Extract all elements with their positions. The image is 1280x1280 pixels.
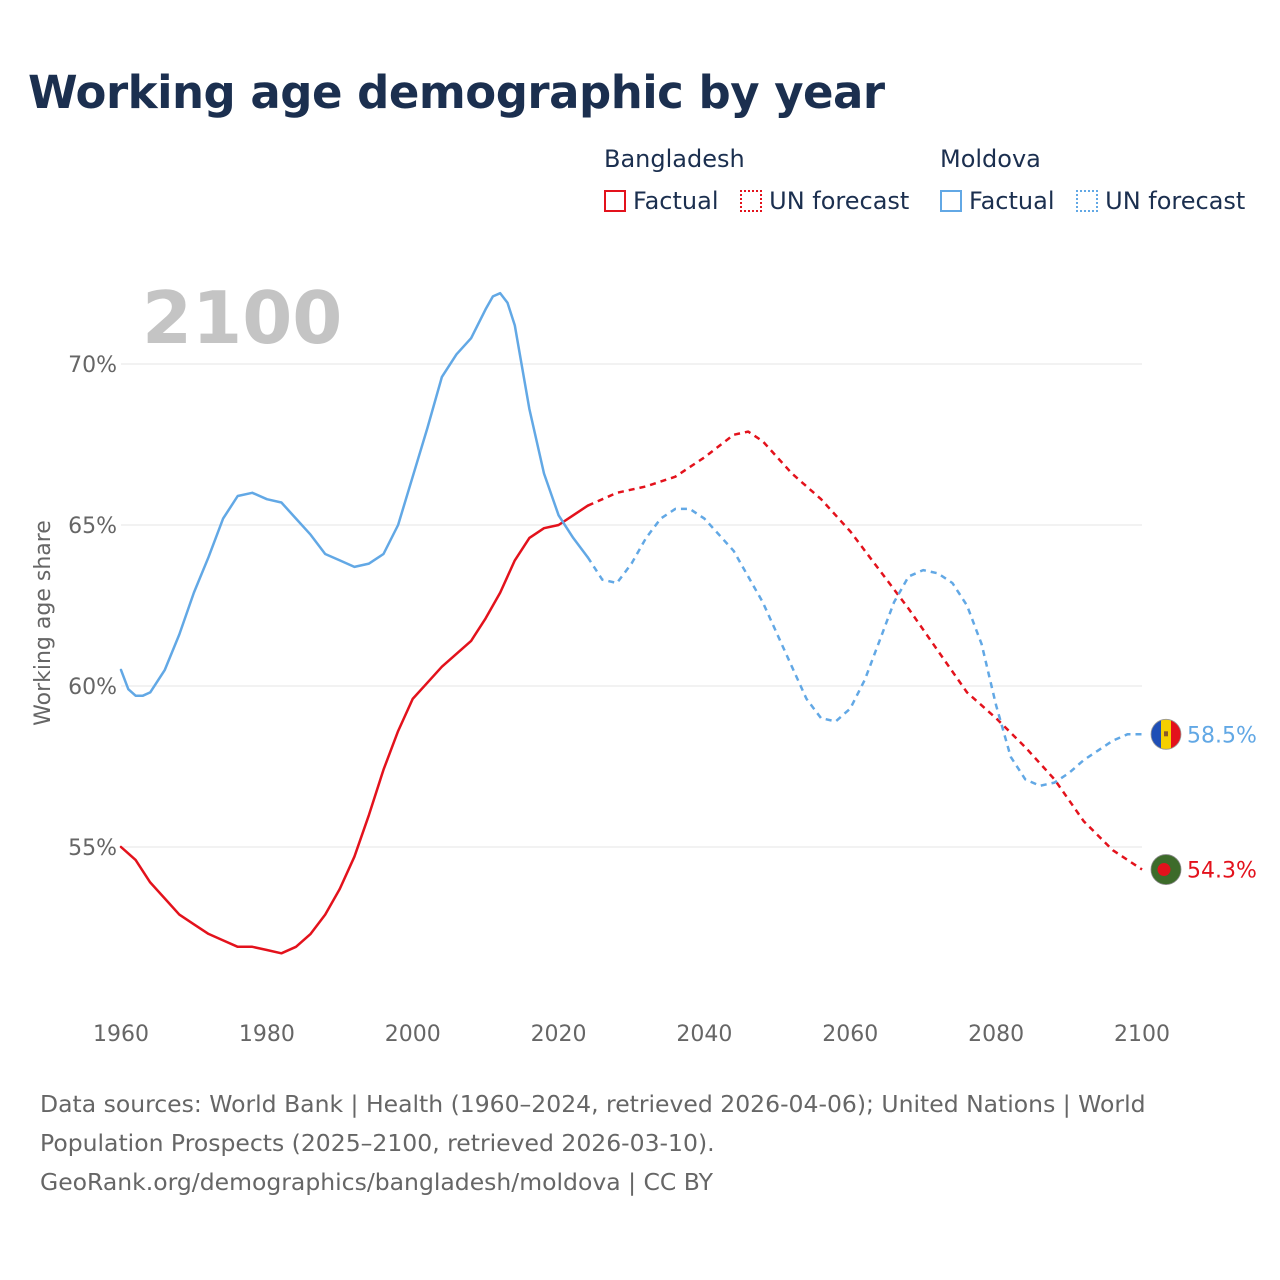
series-line-bangladesh-factual[interactable] [119, 504, 589, 955]
y-axis-title: Working age share [31, 520, 56, 726]
x-axis-ticks: 1960 1980 2000 2020 2040 2060 2080 2100 [93, 1022, 1170, 1047]
end-markers: 54.3% 58.5% [1150, 718, 1257, 885]
legend-label: UN forecast [769, 187, 910, 215]
moldova-flag-icon [1150, 718, 1182, 750]
x-tick-label: 2040 [676, 1022, 732, 1047]
legend-group-moldova: Moldova Factual UN forecast [940, 145, 1259, 218]
x-tick-label: 2000 [385, 1022, 441, 1047]
grid-layer [121, 363, 1142, 848]
legend-swatch-dotted [1076, 190, 1099, 212]
legend-group-bangladesh: Bangladesh Factual UN forecast [604, 145, 923, 218]
legend-label: Factual [633, 187, 719, 215]
x-tick-label: 2020 [531, 1022, 587, 1047]
y-tick-label: 65% [68, 514, 117, 539]
y-axis-ticks: 55% 60% 65% 70% [68, 353, 117, 861]
chart-title: Working age demographic by year [28, 66, 885, 119]
legend-swatch-dotted [740, 190, 763, 212]
series-line-bangladesh-forecast[interactable] [587, 430, 1143, 871]
legend-country-label: Bangladesh [604, 145, 745, 173]
y-tick-label: 60% [68, 675, 117, 700]
end-value-label-bangladesh: 54.3% [1187, 859, 1257, 884]
series-line-moldova-forecast[interactable] [586, 507, 1142, 788]
end-value-label-moldova: 58.5% [1187, 723, 1257, 748]
x-tick-label: 1980 [239, 1022, 295, 1047]
legend-item-moldova-factual[interactable]: Factual [940, 187, 1055, 215]
y-tick-label: 70% [68, 353, 117, 378]
sources-line-1: Data sources: World Bank | Health (1960–… [40, 1090, 1146, 1118]
y-tick-label: 55% [68, 836, 117, 861]
sources-line-3[interactable]: GeoRank.org/demographics/bangladesh/mold… [40, 1168, 713, 1196]
data-sources: Data sources: World Bank | Health (1960–… [40, 1085, 1190, 1202]
legend-swatch-solid [604, 190, 626, 212]
legend-label: Factual [969, 187, 1055, 215]
x-tick-label: 1960 [93, 1022, 149, 1047]
bangladesh-flag-icon [1150, 854, 1182, 885]
legend-swatch-solid [940, 190, 962, 212]
legend-item-bangladesh-factual[interactable]: Factual [604, 187, 719, 215]
sources-line-2: Population Prospects (2025–2100, retriev… [40, 1129, 715, 1157]
x-tick-label: 2100 [1114, 1022, 1170, 1047]
x-tick-label: 2060 [822, 1022, 878, 1047]
legend-item-bangladesh-forecast[interactable]: UN forecast [740, 187, 909, 215]
legend-country-label: Moldova [940, 145, 1041, 173]
legend-label: UN forecast [1105, 187, 1246, 215]
series-layer [119, 291, 1143, 955]
series-line-moldova-factual[interactable] [119, 291, 589, 697]
year-watermark: 2100 [142, 276, 342, 360]
legend-item-moldova-forecast[interactable]: UN forecast [1076, 187, 1245, 215]
x-tick-label: 2080 [968, 1022, 1024, 1047]
